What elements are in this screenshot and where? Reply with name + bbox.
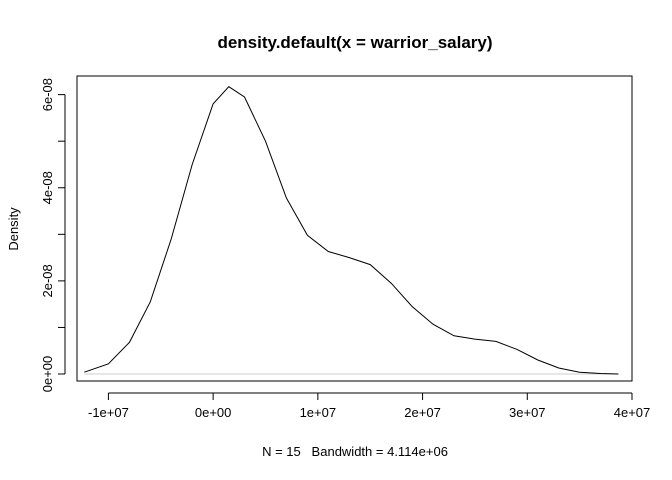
x-tick-label: 3e+07 [509,405,546,420]
x-tick-label: 0e+00 [195,405,232,420]
y-axis-label: Density [6,207,21,251]
x-tick-label: -1e+07 [88,405,129,420]
chart-title: density.default(x = warrior_salary) [217,33,492,52]
x-tick-label: 1e+07 [300,405,337,420]
y-tick-label: 2e-08 [40,264,55,297]
y-tick-label: 4e-08 [40,171,55,204]
y-tick-label: 6e-08 [40,78,55,111]
plot-box [76,75,633,382]
x-tick-label: 4e+07 [614,405,651,420]
x-tick-label: 2e+07 [404,405,441,420]
x-axis: -1e+07 0e+00 1e+07 2e+07 3e+07 4e+07 [88,392,651,420]
y-axis: 0e+00 2e-08 4e-08 6e-08 [40,78,66,393]
y-tick-label: 0e+00 [40,356,55,393]
density-line [84,86,619,375]
x-axis-label: N = 15 Bandwidth = 4.114e+06 [262,444,448,459]
